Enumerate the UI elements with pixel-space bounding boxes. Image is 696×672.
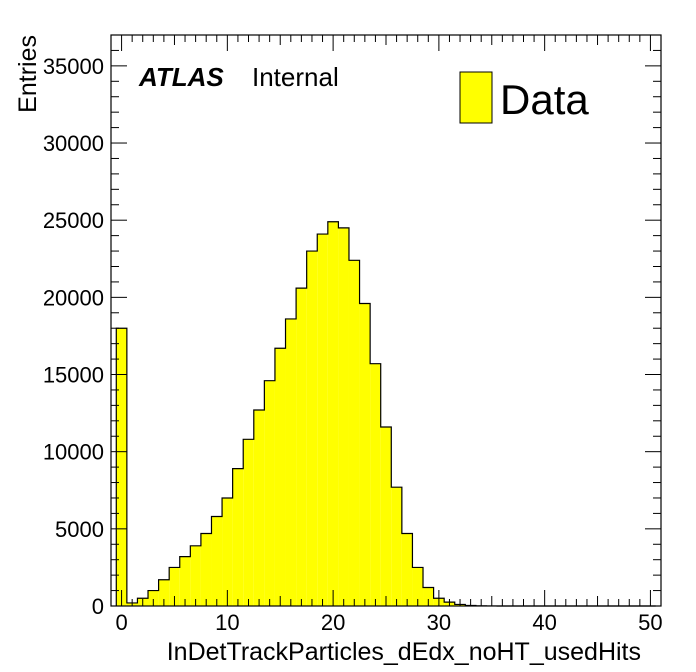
- histogram-bar: [179, 556, 191, 606]
- histogram-bar: [423, 587, 434, 606]
- axis-ticks: [111, 34, 661, 607]
- histogram-bar: [274, 348, 286, 606]
- legend-swatch: [459, 71, 493, 124]
- y-axis-title: Entries: [14, 35, 42, 113]
- histogram-bar: [348, 260, 360, 606]
- x-tick-label: 10: [215, 610, 239, 635]
- atlas-label: ATLAS: [138, 62, 224, 92]
- histogram-bar: [391, 487, 402, 606]
- y-tick-label: 10000: [43, 440, 104, 465]
- histogram-bar: [317, 234, 328, 607]
- histogram-bar: [285, 318, 297, 606]
- x-tick-label: 20: [321, 610, 345, 635]
- histogram-bar: [169, 567, 180, 606]
- histogram-bar: [412, 567, 424, 606]
- y-tick-label: 0: [92, 594, 104, 619]
- x-tick-label: 30: [427, 610, 451, 635]
- internal-label: Internal: [252, 62, 339, 92]
- histogram-bar: [148, 590, 159, 606]
- y-tick-label: 25000: [43, 208, 104, 233]
- x-tick-label: 40: [532, 610, 556, 635]
- histogram-bar: [116, 328, 127, 606]
- x-tick-label: 50: [638, 610, 662, 635]
- histogram-bar: [327, 221, 339, 607]
- y-tick-label: 20000: [43, 285, 104, 310]
- x-axis-title: InDetTrackParticles_dEdx_noHT_usedHits: [167, 638, 641, 666]
- histogram-bar: [370, 363, 381, 606]
- histogram-bar: [296, 288, 307, 606]
- y-tick-label: 35000: [43, 54, 104, 79]
- histogram-bar: [401, 533, 413, 606]
- histogram-bar: [232, 468, 244, 606]
- legend-label: Data: [500, 76, 589, 123]
- histogram-bar: [200, 533, 212, 606]
- histogram-bar: [380, 426, 392, 606]
- y-tick-label: 15000: [43, 363, 104, 388]
- histogram-bar: [253, 410, 265, 606]
- histogram-bar: [306, 251, 318, 606]
- histogram-bar: [190, 545, 201, 606]
- y-tick-label: 5000: [55, 517, 104, 542]
- histogram-bar: [211, 516, 223, 606]
- x-tick-label: 0: [115, 610, 127, 635]
- histogram-bars: [115, 221, 656, 607]
- axis-tick-labels: 0 10 20 30 40 50 0 5000 10000 15000 20000 25000 3000…: [43, 54, 663, 635]
- histogram-bar: [338, 227, 349, 607]
- histogram-bar: [359, 303, 371, 606]
- histogram-bar: [158, 579, 170, 606]
- y-tick-label: 30000: [43, 131, 104, 156]
- histogram-bar: [243, 439, 254, 606]
- histogram-bar: [222, 497, 233, 606]
- histogram-bar: [264, 380, 275, 606]
